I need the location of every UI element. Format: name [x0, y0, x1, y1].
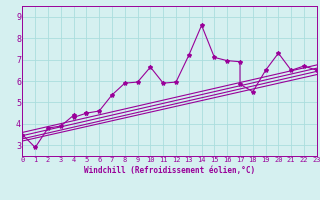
X-axis label: Windchill (Refroidissement éolien,°C): Windchill (Refroidissement éolien,°C)	[84, 166, 255, 175]
